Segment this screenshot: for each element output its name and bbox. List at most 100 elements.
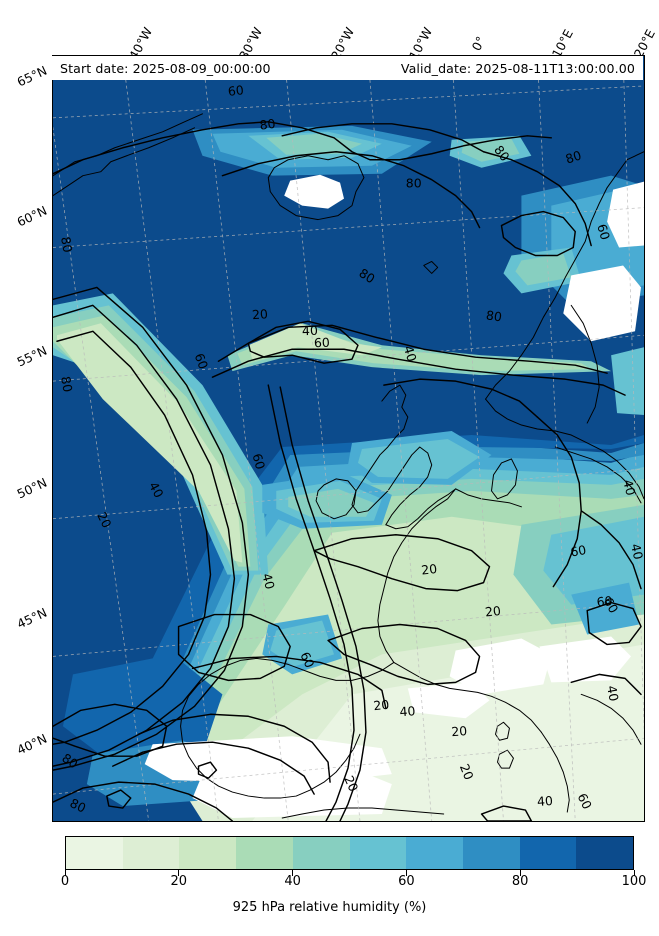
fill-uk-50-60 [357, 438, 480, 479]
lat-tick-label-55: 55°N [14, 342, 50, 370]
coastlines [53, 113, 644, 819]
svg-text:20: 20 [420, 561, 437, 578]
colorbar[interactable] [65, 836, 634, 870]
fill-n-40-50 [266, 133, 362, 155]
map-clip: 60 80 80 80 80 80 60 80 80 80 20 40 60 4… [53, 56, 644, 821]
fill-patch-40-50-a [288, 488, 374, 517]
fill-band-40-50 [136, 472, 644, 761]
svg-text:40: 40 [628, 542, 644, 561]
contour-20-uk [313, 534, 491, 592]
svg-text:60: 60 [596, 593, 613, 610]
start-date-label: Start date: 2025-08-09_00:00:00 [60, 60, 271, 76]
svg-text:20: 20 [451, 723, 468, 739]
contour-80-denmark-strait [221, 151, 481, 229]
svg-text:60: 60 [227, 82, 244, 99]
contour-60-se [586, 601, 642, 646]
svg-text:20: 20 [251, 306, 268, 322]
svg-text:60: 60 [297, 650, 317, 671]
colorbar-swatch-8 [519, 837, 577, 869]
contour-80-blob-a [106, 789, 132, 809]
map-axes[interactable]: 60 80 80 80 80 80 60 80 80 80 20 40 60 4… [52, 55, 645, 822]
contour-60-north [281, 123, 485, 153]
colorbar-tick-100 [633, 870, 635, 876]
svg-text:20: 20 [457, 762, 477, 782]
contour-20-biscay [177, 613, 291, 682]
svg-text:40: 40 [604, 684, 622, 702]
colorbar-swatch-5 [349, 837, 407, 869]
colorbar-tick-80 [519, 870, 521, 876]
contour-lines [53, 121, 642, 821]
fill-biscay-50-60 [270, 620, 335, 667]
colorbar-swatch-6 [406, 837, 463, 869]
contour-40-se [570, 673, 642, 696]
svg-text:40: 40 [302, 323, 318, 339]
lat-tick-label-65: 65°N [14, 62, 50, 90]
svg-text:40: 40 [146, 479, 167, 500]
colorbar-tick-label-40: 40 [284, 874, 301, 889]
contour-20-tongue-left [53, 330, 212, 745]
lat-tick-label-60: 60°N [14, 202, 50, 230]
lat-tick-label-50: 50°N [14, 474, 50, 502]
svg-text:20: 20 [94, 510, 114, 531]
svg-text:80: 80 [58, 375, 76, 393]
mask-norway-north [607, 181, 644, 248]
svg-text:80: 80 [356, 265, 377, 286]
colorbar-swatch-4 [292, 837, 350, 869]
lat-tick-label-45: 45°N [14, 604, 50, 632]
svg-text:60: 60 [575, 791, 595, 812]
svg-text:60: 60 [601, 595, 622, 616]
contour-20-france [327, 623, 481, 686]
contour-80-north [53, 121, 269, 175]
svg-text:80: 80 [564, 147, 584, 166]
svg-text:40: 40 [399, 703, 416, 719]
mask-iberia-central [192, 768, 392, 819]
contour-20-iberia-2 [112, 741, 315, 795]
colorbar-tick-60 [405, 870, 407, 876]
colorbar-tick-label-20: 20 [170, 874, 188, 889]
contour-80-ne [482, 151, 592, 247]
svg-text:80: 80 [485, 307, 503, 324]
mask-alps-east [539, 636, 632, 683]
lon-tick-label-10: 10°E [548, 26, 576, 61]
mask-iceland [284, 174, 345, 209]
colorbar-swatches [65, 836, 634, 870]
colorbar-swatch-9 [576, 837, 634, 869]
lon-tick-label-20: 20°E [630, 26, 658, 61]
lon-tick-label-0: 0° [468, 33, 489, 54]
colorbar-tick-label-100: 100 [621, 874, 647, 889]
svg-text:20: 20 [341, 773, 361, 794]
svg-text:80: 80 [58, 235, 76, 253]
contour-80-sw [53, 703, 168, 757]
contour-labels: 60 80 80 80 80 80 60 80 80 80 20 40 60 4… [58, 82, 644, 815]
svg-text:40: 40 [259, 572, 277, 591]
svg-text:60: 60 [249, 452, 268, 471]
fill-east-50-60 [543, 516, 644, 605]
humidity-map: 60 80 80 80 80 80 60 80 80 80 20 40 60 4… [53, 56, 644, 821]
contour-40-tongue-right [267, 384, 355, 821]
svg-text:40: 40 [401, 344, 420, 363]
contour-40-east [580, 510, 642, 590]
colorbar-swatch-3 [236, 837, 293, 869]
colorbar-tick-0 [64, 870, 66, 876]
contour-80-blob-b [197, 761, 218, 779]
svg-text:60: 60 [569, 542, 587, 560]
contour-80-iceland-e [500, 210, 576, 257]
svg-text:80: 80 [259, 116, 277, 133]
svg-text:40: 40 [620, 478, 638, 497]
contour-40-biscay [191, 655, 387, 710]
svg-text:20: 20 [373, 697, 390, 714]
svg-text:40: 40 [537, 793, 554, 809]
colorbar-tick-label-60: 60 [398, 874, 415, 889]
gridlines [53, 56, 644, 821]
contour-40-filament [217, 324, 608, 374]
fill-iceland-ne-40-50 [461, 138, 520, 162]
valid-date-label: Valid_date: 2025-08-11T13:00:00.00 [400, 60, 635, 76]
colorbar-swatch-1 [122, 837, 180, 869]
contour-60-tongue-right [279, 386, 367, 821]
colorbar-swatch-0 [66, 837, 123, 869]
svg-text:80: 80 [406, 176, 422, 191]
colorbar-tick-label-0: 0 [60, 874, 70, 889]
contour-20-iberia [137, 713, 331, 783]
contour-60-east [536, 416, 582, 588]
